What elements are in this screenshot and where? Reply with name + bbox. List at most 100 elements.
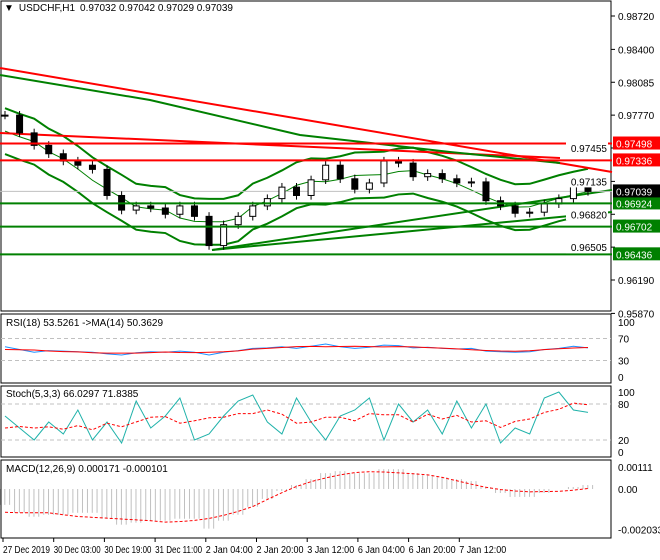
- indicator-line: [4, 343, 589, 356]
- price-tick-label-bg: [566, 241, 608, 254]
- candle-body: [45, 144, 53, 155]
- candle-body: [351, 178, 359, 190]
- level-label: 0.97336: [616, 156, 653, 167]
- price-tick-label: 0.95870: [618, 309, 655, 320]
- macd-title: MACD(12,26,9) 0.000171 -0.000101: [6, 464, 168, 475]
- axis-tick-label: 0: [618, 448, 624, 459]
- axis-tick-label: 0.00111: [618, 463, 653, 474]
- candle-body: [30, 132, 38, 146]
- candle-body: [365, 182, 373, 190]
- candle-body: [176, 205, 184, 215]
- candle-body: [190, 205, 198, 217]
- price-tick-label: 0.98720: [618, 12, 655, 23]
- time-tick-label: 2 Jan 20:00: [257, 545, 304, 556]
- candle-body: [161, 207, 169, 215]
- time-tick-label: 3 Jan 12:00: [307, 545, 354, 556]
- stoch-title: Stoch(5,3,3) 66.0297 71.8385: [6, 389, 139, 400]
- candle-body: [88, 164, 96, 170]
- price-tick-label: 0.97455: [571, 144, 608, 155]
- time-tick-label: 2 Jan 04:00: [206, 545, 253, 556]
- candle-body: [16, 114, 24, 134]
- price-tick-label: 0.97770: [618, 111, 655, 122]
- candle-body: [220, 224, 228, 247]
- time-tick-label: 27 Dec 2019: [3, 545, 50, 556]
- indicator-line: [4, 391, 589, 445]
- candle-body: [307, 179, 315, 196]
- trendline-red: [0, 67, 613, 173]
- level-label-bg: [613, 247, 660, 261]
- axis-tick-label: 20: [618, 436, 630, 447]
- price-tick-label-bg: [566, 208, 608, 221]
- axis-tick-label: 70: [618, 335, 630, 346]
- candle-body: [540, 203, 548, 213]
- time-tick-label: 30 Dec 03:00: [54, 545, 101, 556]
- signal-line: [4, 345, 589, 354]
- candle-body: [234, 215, 242, 226]
- candle-body: [293, 186, 300, 196]
- price-tick-label-bg: [566, 142, 608, 155]
- time-tick-label: 6 Jan 04:00: [358, 545, 405, 556]
- candle-body: [278, 186, 286, 200]
- panel-frame: [0, 0, 612, 312]
- level-label-bg: [613, 153, 660, 167]
- axis-tick-label: 100: [618, 388, 635, 399]
- level-label: 0.97498: [616, 140, 653, 151]
- candle-body: [424, 173, 432, 178]
- candle-body: [438, 173, 446, 180]
- candle-body: [467, 181, 475, 184]
- candle-body: [511, 205, 519, 214]
- symbol-label: USDCHF,H1: [18, 3, 76, 14]
- signal-line: [4, 402, 589, 431]
- candle-body: [147, 205, 155, 209]
- level-label-bg: [613, 136, 660, 150]
- time-tick-label: 6 Jan 20:00: [409, 545, 456, 556]
- axis-tick-label: -0.002033: [618, 525, 660, 536]
- candle-body: [249, 205, 257, 217]
- axis-tick-label: 0: [618, 373, 624, 384]
- candle-body: [103, 168, 111, 196]
- candle-body: [132, 205, 140, 211]
- level-label-bg: [613, 196, 660, 210]
- axis-tick-label: 80: [618, 400, 630, 411]
- macd-signal-line: [4, 471, 589, 523]
- rsi-title: RSI(18) 53.5261 ->MA(14) 50.3629: [6, 318, 164, 329]
- panel-frame: [0, 459, 612, 539]
- candle-body: [526, 211, 534, 214]
- time-tick-label: 7 Jan 12:00: [459, 545, 506, 556]
- candle-body: [322, 164, 330, 181]
- level-label: 0.96924: [616, 199, 653, 210]
- axis-tick-label: 0.00: [618, 485, 638, 496]
- price-tick-label: 0.96505: [571, 243, 608, 254]
- candle-body: [1, 114, 9, 117]
- axis-tick-label: 100: [618, 318, 635, 329]
- candle-body: [205, 215, 213, 247]
- trendline-green: [211, 211, 613, 251]
- price-tick-label: 0.96190: [618, 276, 655, 287]
- current-price-label: 0.97039: [616, 187, 653, 198]
- candle-body: [482, 181, 490, 202]
- candle-body: [453, 178, 461, 184]
- price-tick-label: 0.98400: [618, 45, 655, 56]
- ohlc-values: 0.97032 0.97042 0.97029 0.97039: [80, 3, 233, 14]
- time-tick-label: 31 Dec 11:00: [155, 545, 202, 556]
- price-tick-label: 0.96820: [571, 210, 608, 221]
- chart-header: ▼ USDCHF,H1 0.97032 0.97042 0.97029 0.97…: [4, 3, 233, 14]
- candle-body: [409, 162, 417, 178]
- candle-body: [74, 160, 82, 166]
- bollinger-band: [4, 107, 589, 200]
- price-tick-label: 0.98085: [618, 78, 655, 89]
- level-label: 0.96702: [616, 223, 653, 234]
- panel-frame: [0, 313, 612, 384]
- candle-body: [336, 164, 344, 180]
- axis-tick-label: 30: [618, 357, 630, 368]
- candle-body: [263, 198, 271, 207]
- panel-frame: [0, 385, 612, 458]
- level-label-bg: [613, 219, 660, 233]
- bollinger-band: [4, 153, 589, 246]
- level-label: 0.96436: [616, 250, 653, 261]
- price-tick-label: 0.97135: [571, 177, 608, 188]
- time-tick-label: 30 Dec 19:00: [104, 545, 151, 556]
- dropdown-arrow-icon[interactable]: ▼: [4, 3, 14, 14]
